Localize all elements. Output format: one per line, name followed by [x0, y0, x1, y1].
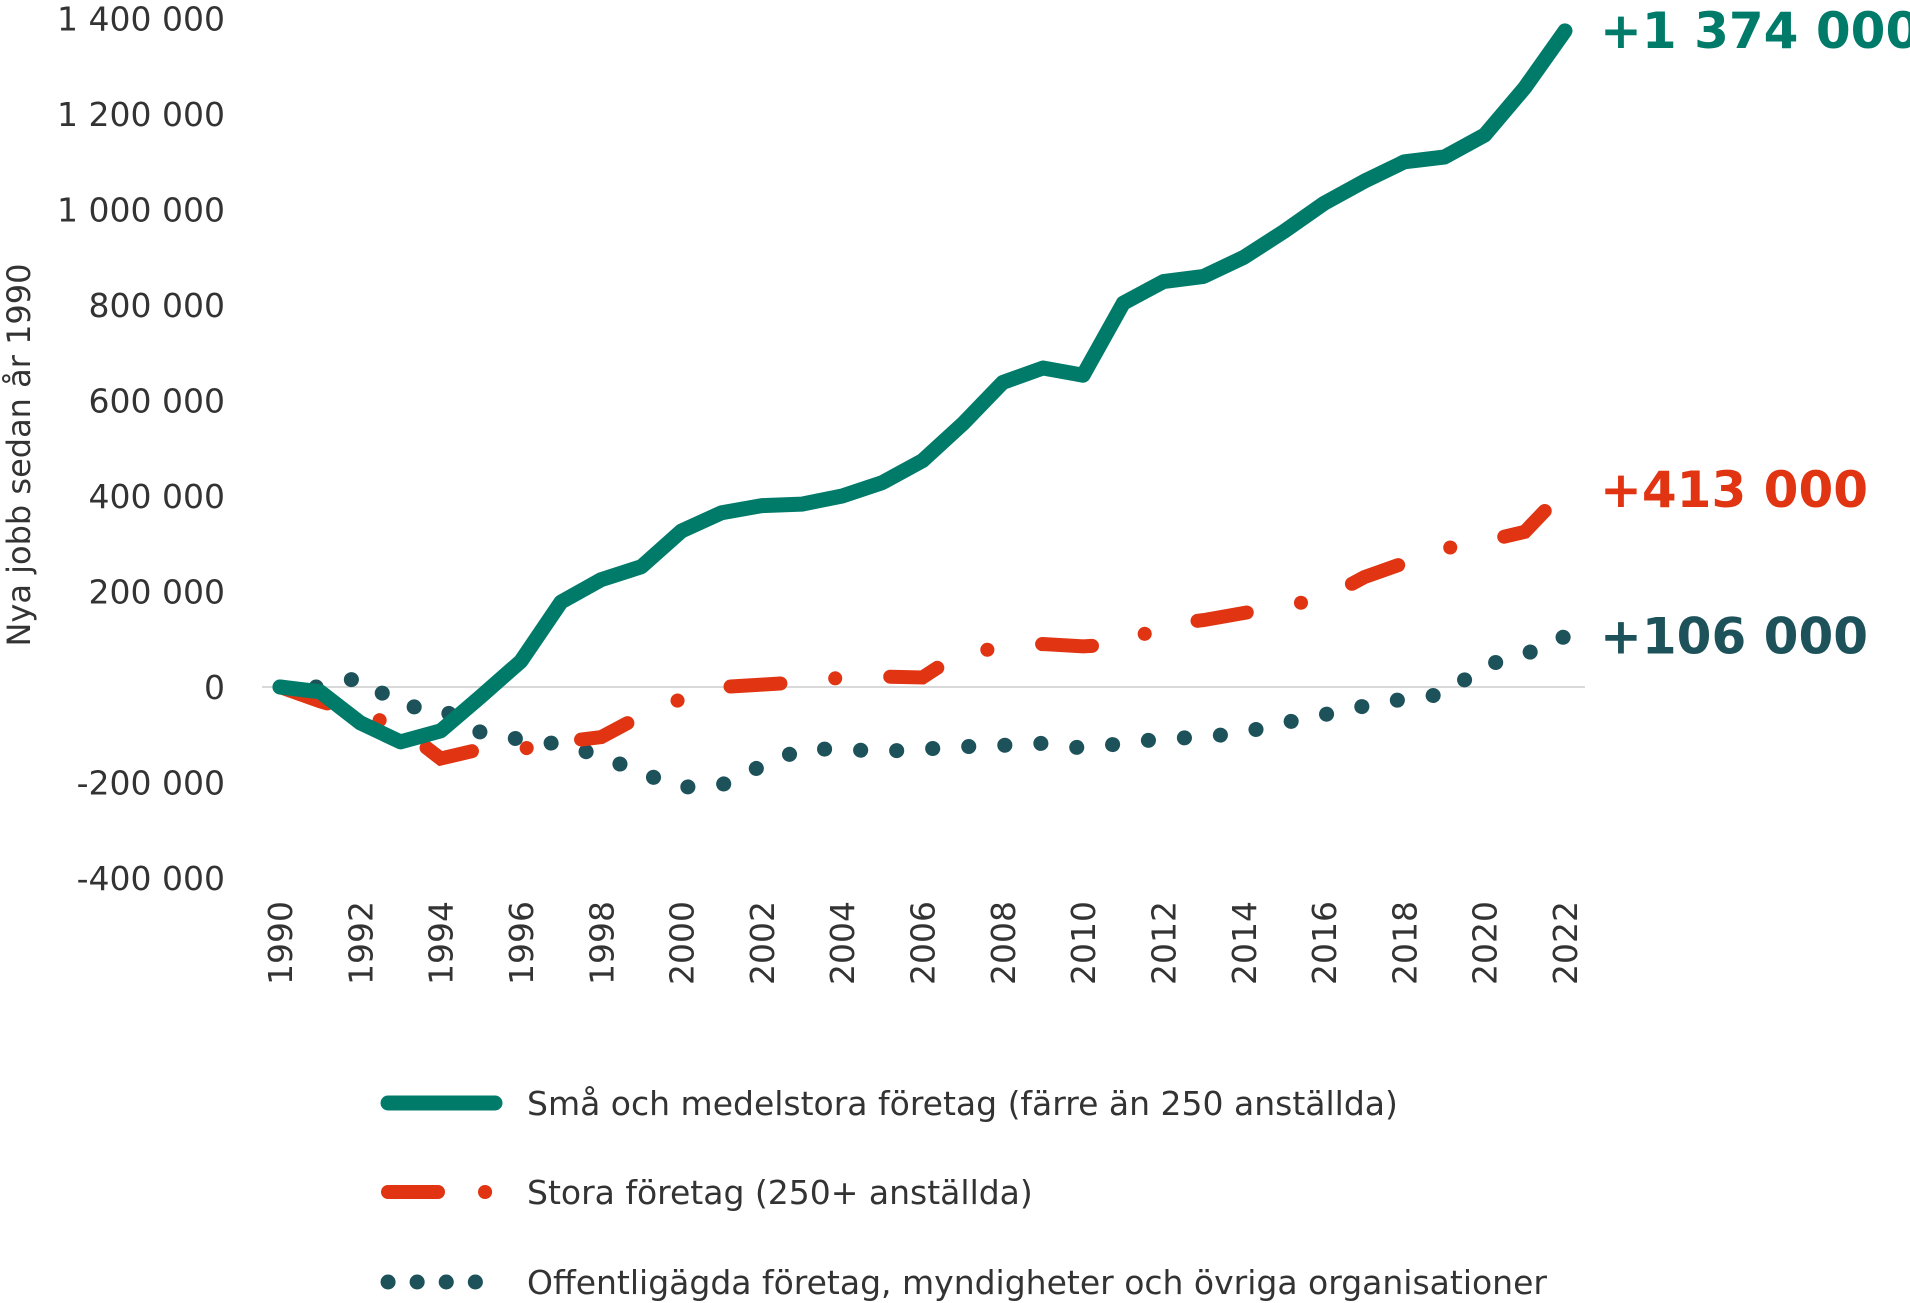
y-tick-label: -200 000 [77, 764, 225, 803]
end-label-2: +106 000 [1600, 607, 1868, 665]
y-tick-label: 1 200 000 [57, 95, 225, 134]
x-tick-label: 2014 [1225, 901, 1264, 985]
x-tick-label: 2008 [984, 901, 1023, 985]
x-tick-label: 2002 [743, 901, 782, 985]
x-tick-label: 2006 [904, 901, 943, 985]
y-tick-label: -400 000 [77, 859, 225, 898]
legend-label-2: Offentligägda företag, myndigheter och ö… [527, 1263, 1547, 1302]
x-tick-label: 1996 [502, 901, 541, 985]
x-tick-label: 1994 [422, 901, 461, 985]
series-line-1 [273, 482, 1572, 767]
y-axis-title: Nya jobb sedan år 1990 [0, 263, 38, 646]
y-tick-label: 200 000 [89, 573, 225, 612]
series-lines [272, 23, 1573, 795]
legend: Små och medelstora företag (färre än 250… [380, 1084, 1547, 1302]
end-label-0: +1 374 000 [1600, 2, 1910, 60]
end-label-1: +413 000 [1600, 461, 1868, 519]
y-axis-ticks: -400 000 -200 000 0 200 000 400 000 600 000 80… [57, 0, 225, 898]
x-tick-label: 2020 [1466, 901, 1505, 985]
x-tick-label: 1990 [261, 901, 300, 985]
legend-label-1: Stora företag (250+ anställda) [527, 1173, 1033, 1212]
x-tick-label: 2000 [663, 901, 702, 985]
x-tick-label: 2010 [1064, 901, 1103, 985]
y-tick-label: 800 000 [89, 286, 225, 325]
y-tick-label: 1 000 000 [57, 191, 225, 230]
x-tick-label: 2004 [823, 901, 862, 985]
end-labels: +1 374 000 +413 000 +106 000 [1600, 2, 1910, 665]
y-tick-label: 0 [204, 668, 225, 707]
y-tick-label: 1 400 000 [57, 0, 225, 39]
x-tick-label: 1992 [341, 901, 380, 985]
series-line-0 [272, 23, 1573, 750]
y-tick-label: 600 000 [89, 382, 225, 421]
legend-label-0: Små och medelstora företag (färre än 250… [527, 1084, 1398, 1123]
x-tick-label: 1998 [582, 901, 621, 985]
y-tick-label: 400 000 [89, 477, 225, 516]
x-tick-label: 2012 [1144, 901, 1183, 985]
x-tick-label: 2022 [1546, 901, 1585, 985]
x-axis-ticks: 1990 1992 1994 1996 1998 2000 2002 2004 2006 2008… [261, 901, 1585, 985]
x-tick-label: 2016 [1305, 901, 1344, 985]
x-tick-label: 2018 [1385, 901, 1424, 985]
